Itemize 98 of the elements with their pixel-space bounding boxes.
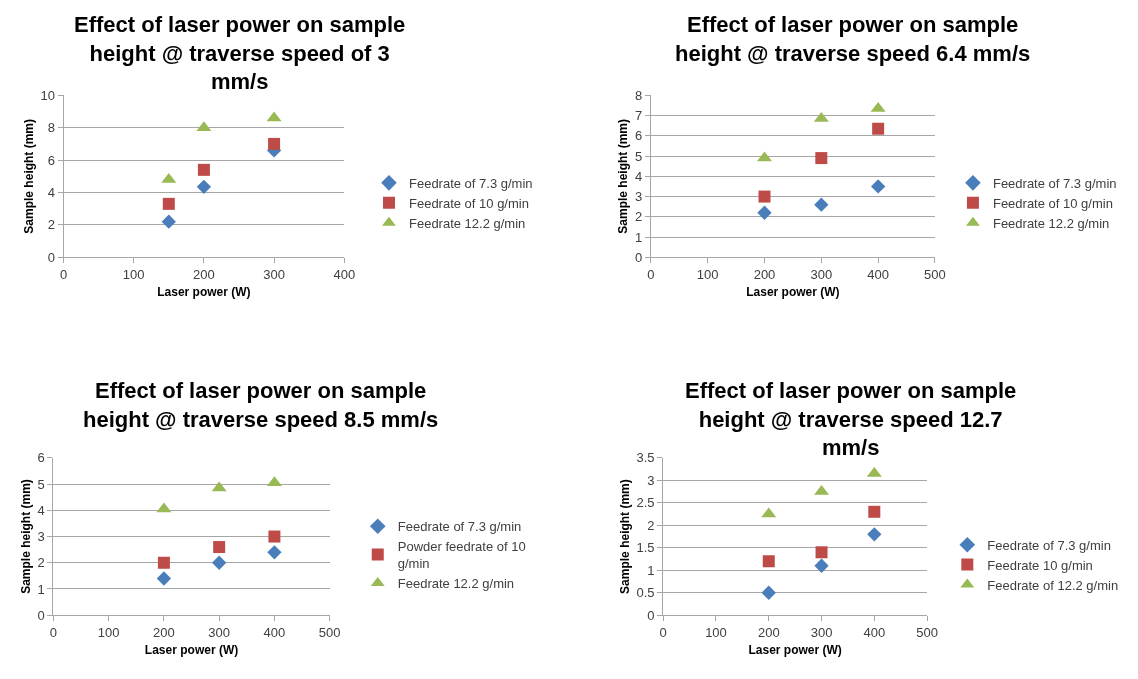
point — [758, 190, 771, 203]
x-tick-label: 0 — [659, 624, 667, 640]
y-tick-label: 0 — [635, 249, 643, 265]
point — [268, 530, 281, 543]
y-tick-label: 2 — [635, 209, 643, 225]
point — [212, 555, 227, 570]
x-tick-label: 400 — [263, 624, 286, 640]
y-tick-label: 6 — [47, 152, 55, 168]
y-tick-label: 6 — [37, 450, 45, 466]
y-tick-label: 8 — [47, 120, 55, 136]
point — [867, 527, 882, 542]
y-axis-title: Sample height (mm) — [617, 479, 632, 594]
legend-label: Feedrate of 7.3 g/min — [987, 537, 1111, 553]
point — [197, 163, 210, 176]
x-tick-label: 0 — [59, 266, 68, 282]
y-tick-label: 10 — [40, 87, 55, 103]
x-tick-label: 200 — [753, 266, 776, 282]
point — [196, 179, 212, 194]
y-axis-title: Sample height (mm) — [21, 118, 36, 234]
point — [872, 122, 885, 135]
point — [815, 152, 828, 165]
y-tick-label: 3 — [647, 472, 655, 488]
legend-label: Feedrate 12.2 g/min — [397, 576, 515, 592]
point — [762, 555, 775, 568]
x-tick-label: 500 — [916, 624, 938, 640]
y-tick-label: 5 — [37, 476, 45, 492]
legend-label: Feedrate of 10 g/min — [992, 195, 1113, 211]
y-tick-label: 7 — [635, 108, 643, 124]
x-tick-label: 500 — [318, 624, 341, 640]
x-tick-label: 300 — [810, 624, 833, 640]
legend-label: Feedrate of 12.2 g/min — [987, 577, 1119, 593]
legend-label: Feedrate 12.2 g/min — [992, 215, 1110, 231]
y-tick-label: 0 — [47, 249, 55, 265]
y-tick-label: 2 — [647, 517, 655, 533]
y-tick-label: 6 — [635, 128, 643, 144]
point — [814, 197, 829, 212]
y-tick-label: 3 — [37, 529, 45, 545]
chart-title: Effect of laser power on sample height @ traverse speed 12.7 mm/s — [685, 378, 1017, 461]
point — [267, 545, 282, 560]
x-tick-label: 200 — [193, 266, 215, 282]
point — [156, 571, 172, 586]
y-tick-label: 5 — [635, 148, 643, 164]
x-tick-label: 100 — [97, 624, 120, 640]
legend-label: Feedrate of 7.3 g/min — [408, 175, 533, 191]
y-tick-label: 2 — [47, 217, 55, 233]
y-tick-label: 2 — [37, 555, 45, 571]
y-tick-label: 1 — [647, 562, 655, 578]
x-tick-label: 300 — [208, 624, 231, 640]
legend-label: Feedrate 12.2 g/min — [408, 215, 526, 231]
x-tick-label: 100 — [705, 624, 727, 640]
y-tick-label: 2.5 — [636, 495, 655, 511]
point — [757, 205, 772, 220]
x-tick-label: 200 — [757, 624, 780, 640]
x-tick-label: 100 — [696, 266, 719, 282]
chart-title: Effect of laser power on sample height @ traverse speed 8.5 mm/s — [83, 378, 439, 432]
x-axis-title: Laser power (W) — [144, 642, 239, 657]
x-tick-label: 300 — [810, 266, 833, 282]
y-tick-label: 1 — [635, 229, 643, 245]
point — [815, 546, 828, 559]
y-axis-title: Sample height (mm) — [616, 118, 631, 234]
point — [157, 556, 170, 569]
y-tick-label: 4 — [47, 185, 55, 201]
legend-label: Powder feedrate of 10 g/min — [397, 539, 526, 572]
x-axis-title: Laser power (W) — [748, 642, 842, 657]
y-tick-label: 3.5 — [636, 450, 655, 466]
x-axis-title: Laser power (W) — [157, 284, 251, 299]
y-tick-label: 0 — [647, 607, 655, 623]
point — [868, 505, 881, 518]
point — [814, 558, 829, 573]
y-tick-label: 1.5 — [636, 540, 655, 556]
y-tick-label: 4 — [635, 168, 643, 184]
x-tick-label: 400 — [863, 624, 886, 640]
x-tick-label: 300 — [263, 266, 285, 282]
x-tick-label: 200 — [153, 624, 175, 640]
point — [268, 137, 281, 150]
chart-title: Effect of laser power on sample height @ traverse speed of 3 mm/s — [74, 12, 406, 95]
x-tick-label: 400 — [333, 266, 356, 282]
point — [871, 179, 886, 194]
y-tick-label: 4 — [37, 502, 45, 518]
legend-label: Feedrate 10 g/min — [987, 557, 1093, 573]
legend-label: Feedrate of 7.3 g/min — [992, 175, 1117, 191]
x-axis-title: Laser power (W) — [746, 284, 840, 299]
chart-title: Effect of laser power on sample height @ traverse speed 6.4 mm/s — [675, 12, 1031, 66]
point — [213, 541, 226, 554]
y-tick-label: 0.5 — [636, 585, 655, 601]
y-tick-label: 3 — [635, 189, 643, 205]
y-tick-label: 1 — [37, 581, 45, 597]
point — [161, 214, 176, 229]
x-tick-label: 100 — [122, 266, 145, 282]
point — [162, 197, 175, 210]
legend-label: Feedrate of 7.3 g/min — [397, 519, 522, 535]
y-axis-title: Sample height (mm) — [18, 479, 33, 594]
point — [761, 585, 776, 600]
legend-label: Feedrate of 10 g/min — [408, 195, 529, 211]
y-tick-label: 0 — [37, 607, 45, 623]
y-tick-label: 8 — [635, 87, 643, 103]
x-tick-label: 500 — [924, 266, 946, 282]
x-tick-label: 400 — [867, 266, 889, 282]
